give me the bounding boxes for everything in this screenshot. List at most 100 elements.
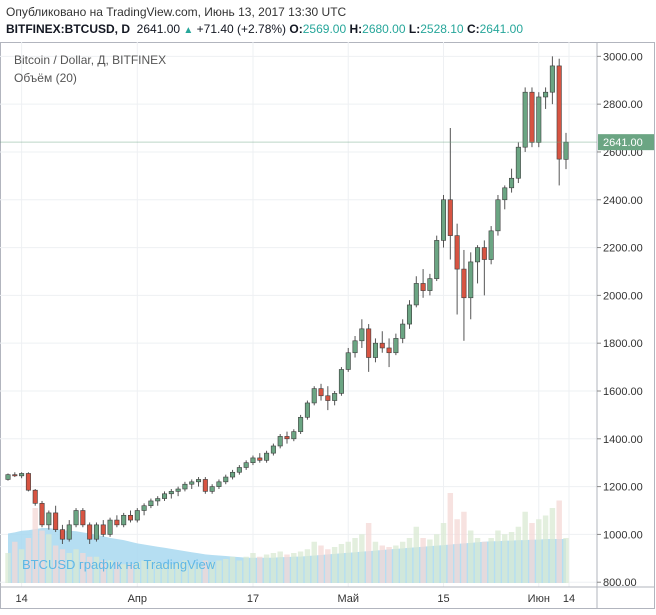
candle[interactable] — [59, 524, 65, 544]
candle[interactable] — [243, 460, 249, 470]
candle[interactable] — [216, 479, 222, 489]
candle[interactable] — [114, 515, 120, 528]
candle[interactable] — [515, 142, 521, 184]
candle[interactable] — [359, 319, 365, 348]
candle[interactable] — [298, 414, 304, 435]
candle[interactable] — [549, 56, 555, 105]
price-chart[interactable]: BTCUSD график на TradingView 800.00 1000.… — [0, 42, 655, 610]
candle[interactable] — [529, 87, 535, 148]
candle[interactable] — [66, 520, 72, 542]
candle[interactable] — [53, 505, 59, 533]
volume-bar — [311, 541, 317, 583]
volume-bar — [161, 564, 168, 583]
candle[interactable] — [236, 465, 242, 475]
candle[interactable] — [536, 92, 542, 148]
candle[interactable] — [19, 472, 25, 479]
candle[interactable] — [209, 484, 215, 494]
candle[interactable] — [563, 132, 569, 170]
candle[interactable] — [386, 338, 392, 368]
high-label: H: — [349, 22, 363, 36]
candle[interactable] — [5, 473, 11, 481]
candle[interactable] — [406, 300, 412, 329]
candle[interactable] — [413, 276, 419, 308]
candle[interactable] — [502, 185, 508, 210]
candle[interactable] — [481, 240, 487, 296]
candle[interactable] — [488, 226, 494, 265]
candle[interactable] — [127, 510, 133, 523]
candle[interactable] — [223, 474, 229, 485]
candle[interactable] — [291, 429, 297, 442]
candle[interactable] — [270, 443, 276, 456]
candle[interactable] — [372, 338, 378, 363]
candle[interactable] — [148, 498, 154, 509]
candle[interactable] — [155, 496, 161, 506]
candle[interactable] — [100, 520, 106, 537]
candle[interactable] — [441, 194, 447, 248]
candle[interactable] — [475, 245, 481, 284]
candle[interactable] — [107, 517, 113, 537]
candle[interactable] — [454, 223, 460, 315]
candle[interactable] — [87, 522, 93, 544]
volume-bar — [93, 556, 100, 583]
candle[interactable] — [379, 331, 385, 353]
candle[interactable] — [318, 383, 324, 401]
candle[interactable] — [162, 491, 168, 501]
candle[interactable] — [543, 87, 549, 109]
candle[interactable] — [325, 386, 331, 411]
candle[interactable] — [522, 87, 528, 152]
candle[interactable] — [25, 472, 31, 492]
candle[interactable] — [495, 194, 501, 236]
volume-bar — [474, 538, 481, 583]
candle[interactable] — [461, 249, 467, 341]
candle[interactable] — [420, 269, 426, 298]
candle[interactable] — [168, 488, 174, 499]
candle[interactable] — [434, 235, 440, 282]
candle[interactable] — [121, 512, 127, 528]
x-tick-label: Июн — [528, 593, 550, 605]
volume-bar — [209, 562, 215, 583]
candle[interactable] — [304, 400, 310, 420]
candle[interactable] — [182, 481, 188, 492]
candle[interactable] — [257, 453, 263, 463]
candle[interactable] — [352, 336, 358, 358]
candle[interactable] — [93, 522, 99, 542]
candle[interactable] — [284, 431, 290, 444]
candle[interactable] — [393, 333, 399, 356]
candle[interactable] — [196, 477, 202, 487]
candle[interactable] — [427, 273, 433, 296]
candle[interactable] — [80, 508, 86, 528]
volume-bar — [223, 559, 229, 583]
candle[interactable] — [556, 58, 562, 186]
volume-bar — [25, 538, 32, 583]
volume-bar — [127, 564, 134, 583]
candle[interactable] — [202, 477, 208, 494]
candle[interactable] — [46, 510, 52, 530]
candle[interactable] — [277, 434, 283, 449]
candle[interactable] — [39, 500, 45, 528]
candle[interactable] — [73, 508, 79, 528]
candle[interactable] — [366, 324, 372, 372]
candle[interactable] — [141, 503, 147, 516]
candle[interactable] — [264, 450, 270, 463]
candle[interactable] — [12, 472, 18, 478]
volume-bar — [189, 564, 195, 583]
candle[interactable] — [509, 168, 515, 193]
candle[interactable] — [189, 479, 195, 489]
candle[interactable] — [447, 128, 453, 260]
close-value: 2641.00 — [479, 22, 524, 36]
candle[interactable] — [311, 386, 317, 406]
candle[interactable] — [338, 367, 344, 396]
candle[interactable] — [230, 469, 236, 480]
volume-bar — [243, 556, 249, 583]
volume-bar — [454, 519, 460, 583]
candle[interactable] — [32, 488, 38, 506]
candle[interactable] — [250, 455, 256, 466]
chart-frame[interactable]: BTCUSD график на TradingView 800.00 1000.… — [0, 42, 655, 610]
candle[interactable] — [345, 347, 351, 372]
candle[interactable] — [175, 486, 181, 497]
candle[interactable] — [134, 508, 140, 523]
volume-bar — [352, 538, 358, 583]
candle[interactable] — [332, 390, 338, 406]
candle[interactable] — [400, 319, 406, 344]
candle[interactable] — [468, 252, 474, 320]
